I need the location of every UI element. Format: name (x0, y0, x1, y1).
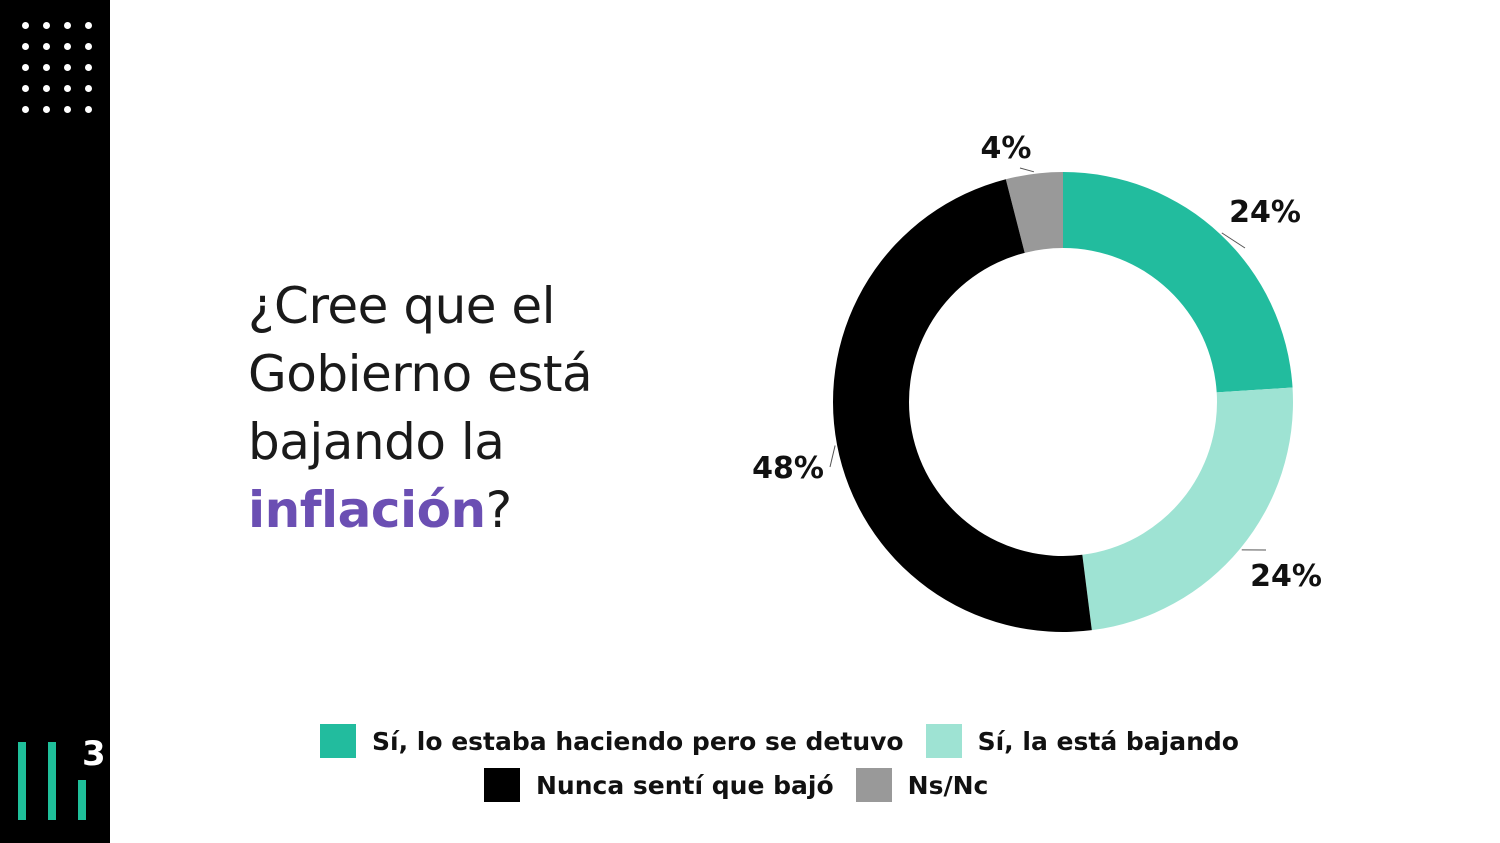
label-leader-line (1019, 167, 1035, 173)
legend-item: Sí, la está bajando (925, 724, 1239, 758)
legend-item: Ns/Nc (855, 768, 989, 802)
decor-dot (22, 85, 29, 92)
logo-bar (18, 742, 26, 820)
decor-dot (22, 43, 29, 50)
legend-label: Nunca sentí que bajó (536, 770, 834, 800)
data-label: 24% (1229, 195, 1301, 230)
donut-slice (1063, 172, 1293, 393)
legend-item: Sí, lo estaba haciendo pero se detuvo (320, 724, 904, 758)
data-label: 4% (981, 131, 1032, 166)
legend-item: Nunca sentí que bajó (484, 768, 834, 802)
legend-row: Sí, lo estaba haciendo pero se detuvo Sí,… (320, 724, 1261, 758)
question-suffix: ? (485, 481, 513, 539)
legend-label: Sí, lo estaba haciendo pero se detuvo (372, 726, 904, 756)
legend-swatch (925, 724, 962, 758)
decor-dot (64, 22, 71, 29)
question-highlight: inflación (248, 481, 486, 539)
donut-slice (1005, 172, 1063, 253)
decor-dot (64, 43, 71, 50)
decor-dot (22, 106, 29, 113)
decor-dot (85, 22, 92, 29)
question-line: ¿Cree que el (248, 277, 556, 335)
brand-logo: 3 (18, 736, 106, 822)
decor-dot (43, 43, 50, 50)
label-leader-line (1221, 232, 1246, 249)
legend-row: Nunca sentí que bajó Ns/Nc (484, 768, 1010, 802)
decor-dot (64, 85, 71, 92)
donut-chart: 24% 24% 48% 4% (752, 131, 1322, 632)
legend-swatch (855, 768, 892, 802)
logo-number: 3 (82, 734, 106, 774)
legend-swatch (320, 724, 356, 758)
sidebar: 3 (0, 0, 110, 843)
decor-dot (64, 64, 71, 71)
legend-swatch (484, 768, 520, 802)
question-line: Gobierno está (248, 345, 593, 403)
logo-bar (78, 780, 86, 820)
decor-dot (43, 64, 50, 71)
question-line: inflación? (248, 476, 708, 544)
legend-label: Ns/Nc (907, 770, 989, 800)
decor-dot (43, 22, 50, 29)
question-title: ¿Cree que el Gobierno está bajando la in… (248, 272, 708, 544)
question-line: bajando la (248, 413, 505, 471)
decor-dot (43, 85, 50, 92)
data-label: 24% (1250, 559, 1322, 594)
decor-dot (85, 43, 92, 50)
decor-dot (22, 64, 29, 71)
decor-dot (43, 106, 50, 113)
decor-dot (64, 106, 71, 113)
logo-bar (48, 742, 56, 820)
legend-label: Sí, la está bajando (977, 726, 1239, 756)
decor-dot (85, 85, 92, 92)
decor-dot (22, 22, 29, 29)
donut-slice (832, 179, 1092, 632)
donut-slice (1082, 387, 1293, 631)
label-leader-line (829, 445, 836, 468)
decor-dot (85, 64, 92, 71)
data-label: 48% (752, 451, 824, 486)
decor-dot (85, 106, 92, 113)
